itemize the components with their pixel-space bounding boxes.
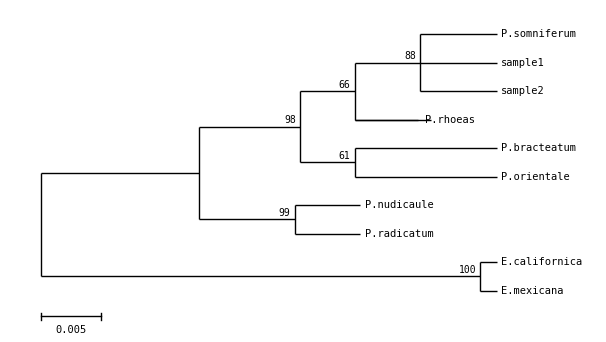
Text: 88: 88 (404, 51, 416, 61)
Text: P.nudicaule: P.nudicaule (365, 200, 433, 210)
Text: P.rhoeas: P.rhoeas (425, 115, 474, 125)
Text: 99: 99 (279, 208, 290, 218)
Text: 61: 61 (339, 151, 350, 161)
Text: sample2: sample2 (501, 86, 545, 96)
Text: E.californica: E.californica (501, 257, 582, 267)
Text: P.radicatum: P.radicatum (365, 229, 433, 239)
Text: P.bracteatum: P.bracteatum (501, 143, 576, 153)
Text: P.orientale: P.orientale (501, 172, 570, 182)
Text: 100: 100 (459, 265, 476, 275)
Text: sample1: sample1 (501, 58, 545, 68)
Text: 0.005: 0.005 (55, 325, 87, 335)
Text: 98: 98 (284, 115, 296, 126)
Text: E.mexicana: E.mexicana (501, 286, 564, 296)
Text: 66: 66 (339, 80, 350, 90)
Text: P.somniferum: P.somniferum (501, 29, 576, 39)
